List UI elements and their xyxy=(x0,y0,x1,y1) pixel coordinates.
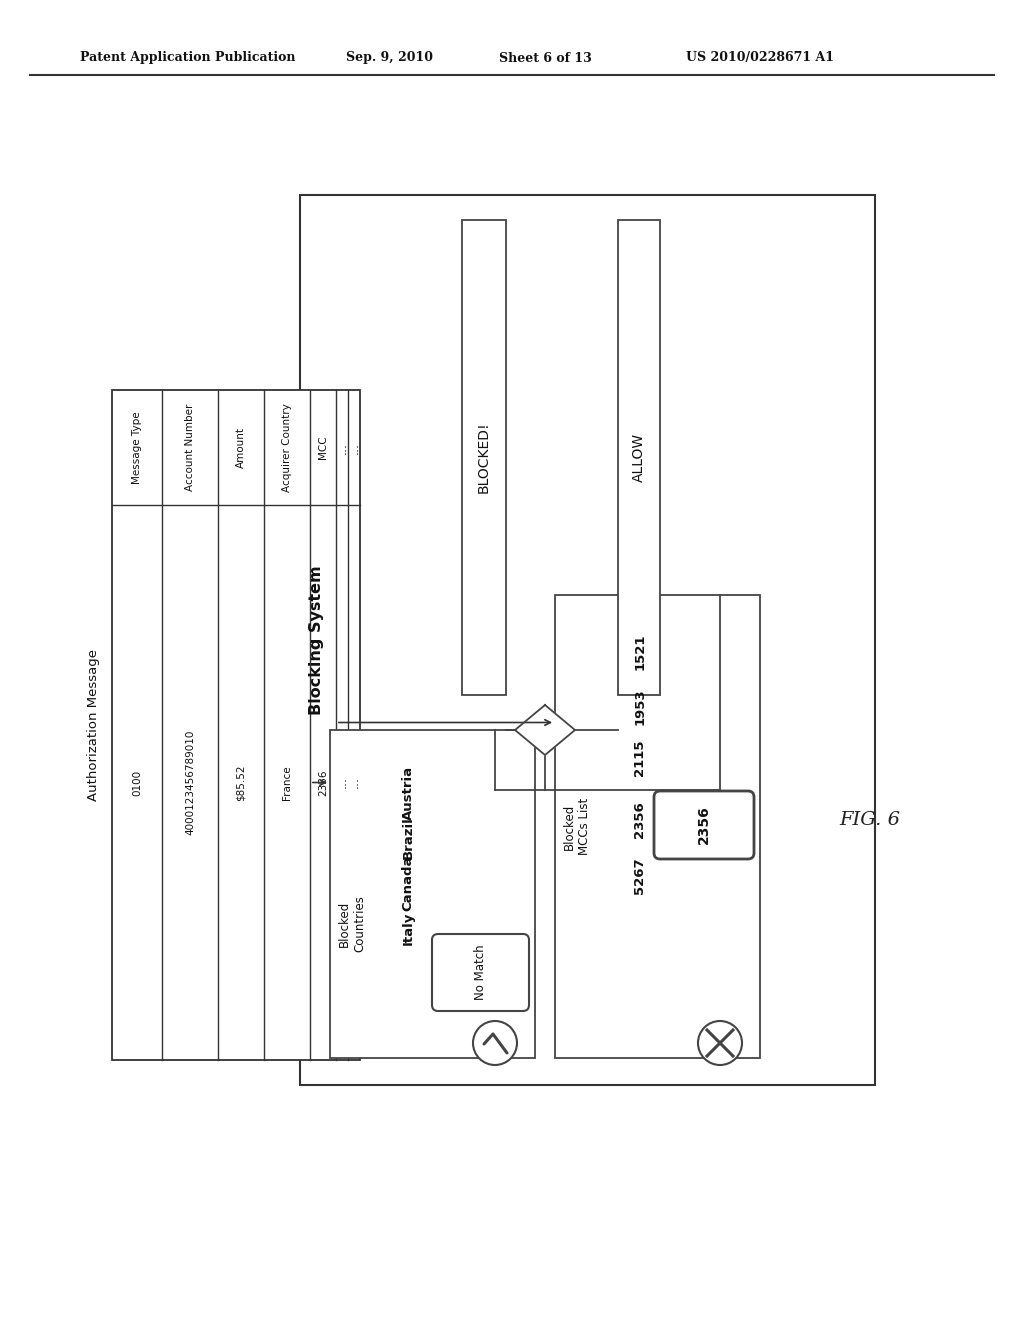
Text: No Match: No Match xyxy=(474,945,487,1001)
Text: 2356: 2356 xyxy=(697,805,711,845)
Text: Patent Application Publication: Patent Application Publication xyxy=(80,51,296,65)
Text: 1953: 1953 xyxy=(634,689,646,725)
Polygon shape xyxy=(515,705,575,755)
Text: 0100: 0100 xyxy=(132,770,142,796)
Text: 2356: 2356 xyxy=(318,770,328,796)
Bar xyxy=(555,595,760,1059)
Text: ...: ... xyxy=(336,441,348,454)
Text: Sheet 6 of 13: Sheet 6 of 13 xyxy=(499,51,592,65)
Bar xyxy=(330,730,535,1059)
Text: Blocking System: Blocking System xyxy=(309,565,325,715)
Circle shape xyxy=(698,1020,742,1065)
Text: US 2010/0228671 A1: US 2010/0228671 A1 xyxy=(686,51,834,65)
Text: 1521: 1521 xyxy=(634,634,646,671)
Bar xyxy=(300,195,874,1085)
Text: France: France xyxy=(282,766,292,800)
Text: Canada: Canada xyxy=(401,855,415,911)
Text: Amount: Amount xyxy=(236,426,246,469)
Text: FIG. 6: FIG. 6 xyxy=(840,810,900,829)
Text: BLOCKED!: BLOCKED! xyxy=(477,421,490,494)
Text: Italy: Italy xyxy=(401,911,415,945)
Text: ...: ... xyxy=(347,776,360,788)
Text: $85.52: $85.52 xyxy=(236,764,246,801)
Text: Sep. 9, 2010: Sep. 9, 2010 xyxy=(346,51,433,65)
FancyBboxPatch shape xyxy=(432,935,529,1011)
Text: Austria: Austria xyxy=(401,766,415,820)
Circle shape xyxy=(473,1020,517,1065)
Text: ...: ... xyxy=(347,441,360,454)
Text: Message Type: Message Type xyxy=(132,412,142,484)
Text: Blocked
Countries: Blocked Countries xyxy=(338,895,366,953)
Bar xyxy=(618,220,660,696)
Bar xyxy=(112,389,360,1060)
Text: 2356: 2356 xyxy=(634,801,646,838)
Text: Authorization Message: Authorization Message xyxy=(87,649,100,801)
Text: ...: ... xyxy=(336,776,348,788)
Text: Brazil: Brazil xyxy=(401,817,415,859)
Text: Account Number: Account Number xyxy=(185,404,195,491)
FancyBboxPatch shape xyxy=(654,791,754,859)
Text: 5267: 5267 xyxy=(634,858,646,895)
Text: Acquirer Country: Acquirer Country xyxy=(282,403,292,492)
Text: 4000123456789010: 4000123456789010 xyxy=(185,730,195,836)
Text: Blocked
MCCs List: Blocked MCCs List xyxy=(563,797,591,855)
Text: ALLOW: ALLOW xyxy=(632,433,646,482)
Bar xyxy=(462,220,506,696)
Text: MCC: MCC xyxy=(318,436,328,459)
Text: 2115: 2115 xyxy=(634,739,646,776)
